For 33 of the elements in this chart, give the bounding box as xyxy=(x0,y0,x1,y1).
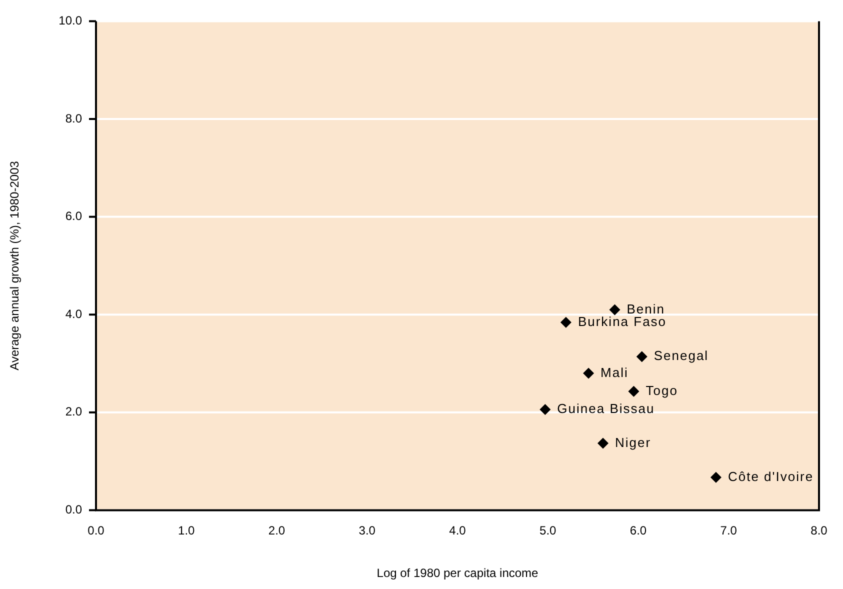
point xyxy=(560,316,572,328)
annotation: Mali xyxy=(600,364,628,380)
point xyxy=(710,472,722,483)
y-tick-label: 2.0 xyxy=(65,404,82,419)
y-tick-label: 10.0 xyxy=(58,14,82,28)
x-tick-label: 2.0 xyxy=(268,524,286,538)
annotation: Burkina Faso xyxy=(578,314,667,329)
x-tick-label: 0.0 xyxy=(88,524,105,538)
annotation: Guinea Bissau xyxy=(557,401,655,416)
x-tick-label: 7.0 xyxy=(720,524,738,538)
y-axis-title: Average annual growth (%), 1980-2003 xyxy=(8,160,22,370)
x-tick-label: 4.0 xyxy=(449,524,466,538)
point xyxy=(598,438,609,449)
point xyxy=(636,351,648,362)
x-tick-label: 6.0 xyxy=(630,524,647,538)
x-tick-label: 1.0 xyxy=(178,524,196,538)
point xyxy=(628,386,640,397)
point xyxy=(540,404,551,415)
x-tick-label: 3.0 xyxy=(358,524,376,538)
x-tick-label: 8.0 xyxy=(810,524,828,538)
y-tick-label: 6.0 xyxy=(65,209,82,224)
point xyxy=(609,304,620,316)
annotation: Togo xyxy=(646,382,678,398)
point xyxy=(583,368,594,379)
annotation: Niger xyxy=(615,434,652,450)
x-axis-title: Log of 1980 per capita income xyxy=(376,566,539,580)
annotation: Côte d'Ivoire xyxy=(728,469,814,484)
y-tick-label: 8.0 xyxy=(65,111,82,126)
y-tick-label: 0.0 xyxy=(65,502,82,517)
annotation: Senegal xyxy=(654,348,709,364)
annotation: Benin xyxy=(626,301,666,316)
y-tick-label: 4.0 xyxy=(65,306,82,321)
x-tick-label: 5.0 xyxy=(540,524,557,538)
